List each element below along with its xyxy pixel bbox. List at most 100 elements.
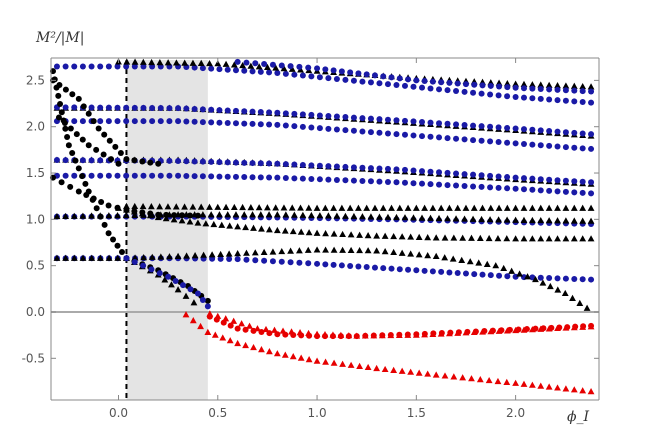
data-point	[282, 70, 289, 77]
series-16	[49, 77, 162, 167]
data-point	[216, 107, 223, 114]
data-point	[579, 323, 587, 330]
data-point	[105, 254, 113, 261]
data-point	[93, 205, 100, 212]
series-14	[234, 58, 595, 95]
data-point	[537, 127, 544, 134]
data-point	[479, 271, 486, 278]
data-point	[148, 58, 155, 66]
data-point	[55, 92, 62, 99]
data-point	[241, 174, 248, 181]
data-point	[79, 173, 86, 180]
data-point	[222, 60, 230, 67]
data-point	[452, 215, 460, 222]
data-point	[376, 165, 383, 172]
data-point	[291, 161, 298, 168]
data-point	[296, 63, 303, 70]
data-point	[226, 222, 234, 229]
data-point	[587, 83, 595, 90]
data-point	[274, 160, 281, 167]
data-point	[296, 329, 304, 336]
data-point	[512, 379, 520, 386]
data-point	[461, 136, 468, 143]
data-point	[139, 158, 146, 165]
data-point	[165, 273, 172, 280]
data-point	[407, 368, 415, 375]
data-point	[266, 226, 273, 233]
data-point	[261, 61, 268, 68]
data-point	[316, 212, 324, 219]
data-point	[432, 252, 440, 260]
data-point	[316, 112, 323, 119]
data-point	[166, 253, 173, 260]
data-point	[588, 179, 595, 186]
data-point	[337, 331, 345, 338]
data-point	[186, 218, 194, 225]
data-point	[588, 145, 595, 152]
data-point	[262, 325, 270, 333]
data-point	[322, 246, 329, 253]
data-point	[478, 90, 485, 97]
data-point	[131, 58, 139, 65]
data-point	[342, 163, 349, 170]
data-point	[281, 351, 289, 358]
data-point	[186, 212, 193, 219]
data-point	[232, 107, 239, 114]
data-point	[421, 267, 428, 274]
data-point	[249, 174, 256, 181]
data-point	[554, 286, 562, 293]
data-point	[329, 331, 337, 338]
data-point	[242, 341, 249, 349]
data-point	[88, 172, 95, 179]
data-point	[199, 173, 206, 180]
data-point	[562, 385, 570, 392]
data-point	[520, 175, 527, 182]
data-point	[371, 204, 379, 211]
data-point	[274, 109, 281, 116]
data-point	[279, 327, 287, 334]
data-point	[436, 86, 443, 93]
data-point	[299, 111, 306, 118]
data-point	[282, 174, 289, 181]
data-point	[90, 195, 97, 202]
data-point	[545, 204, 553, 211]
data-point	[359, 128, 366, 135]
data-point	[387, 331, 395, 339]
data-point	[570, 82, 578, 89]
data-point	[123, 63, 130, 70]
data-point	[478, 183, 485, 190]
data-point	[421, 77, 428, 84]
data-point	[85, 142, 92, 149]
data-point	[487, 123, 494, 130]
data-point	[487, 204, 495, 211]
data-point	[470, 89, 477, 96]
data-point	[492, 262, 500, 269]
data-point	[569, 294, 576, 302]
data-point	[405, 266, 412, 273]
data-point	[562, 217, 570, 224]
data-point	[520, 140, 527, 147]
data-point	[529, 141, 536, 148]
x-axis-label: ϕ_I	[567, 409, 590, 425]
data-point	[478, 137, 485, 144]
data-point	[156, 203, 164, 210]
data-point	[62, 86, 69, 93]
data-point	[461, 121, 468, 128]
data-point	[370, 332, 378, 339]
data-point	[216, 159, 223, 166]
data-point	[287, 63, 294, 70]
data-point	[461, 182, 468, 189]
data-point	[187, 286, 194, 293]
data-point	[512, 80, 520, 87]
data-point	[410, 118, 417, 125]
data-point	[101, 221, 108, 228]
data-point	[226, 337, 234, 344]
data-point	[242, 223, 249, 231]
data-point	[546, 96, 553, 103]
data-point	[219, 334, 227, 341]
data-point	[114, 104, 121, 111]
data-point	[249, 68, 256, 75]
data-point	[588, 88, 595, 95]
data-point	[204, 303, 211, 310]
data-point	[554, 324, 561, 332]
